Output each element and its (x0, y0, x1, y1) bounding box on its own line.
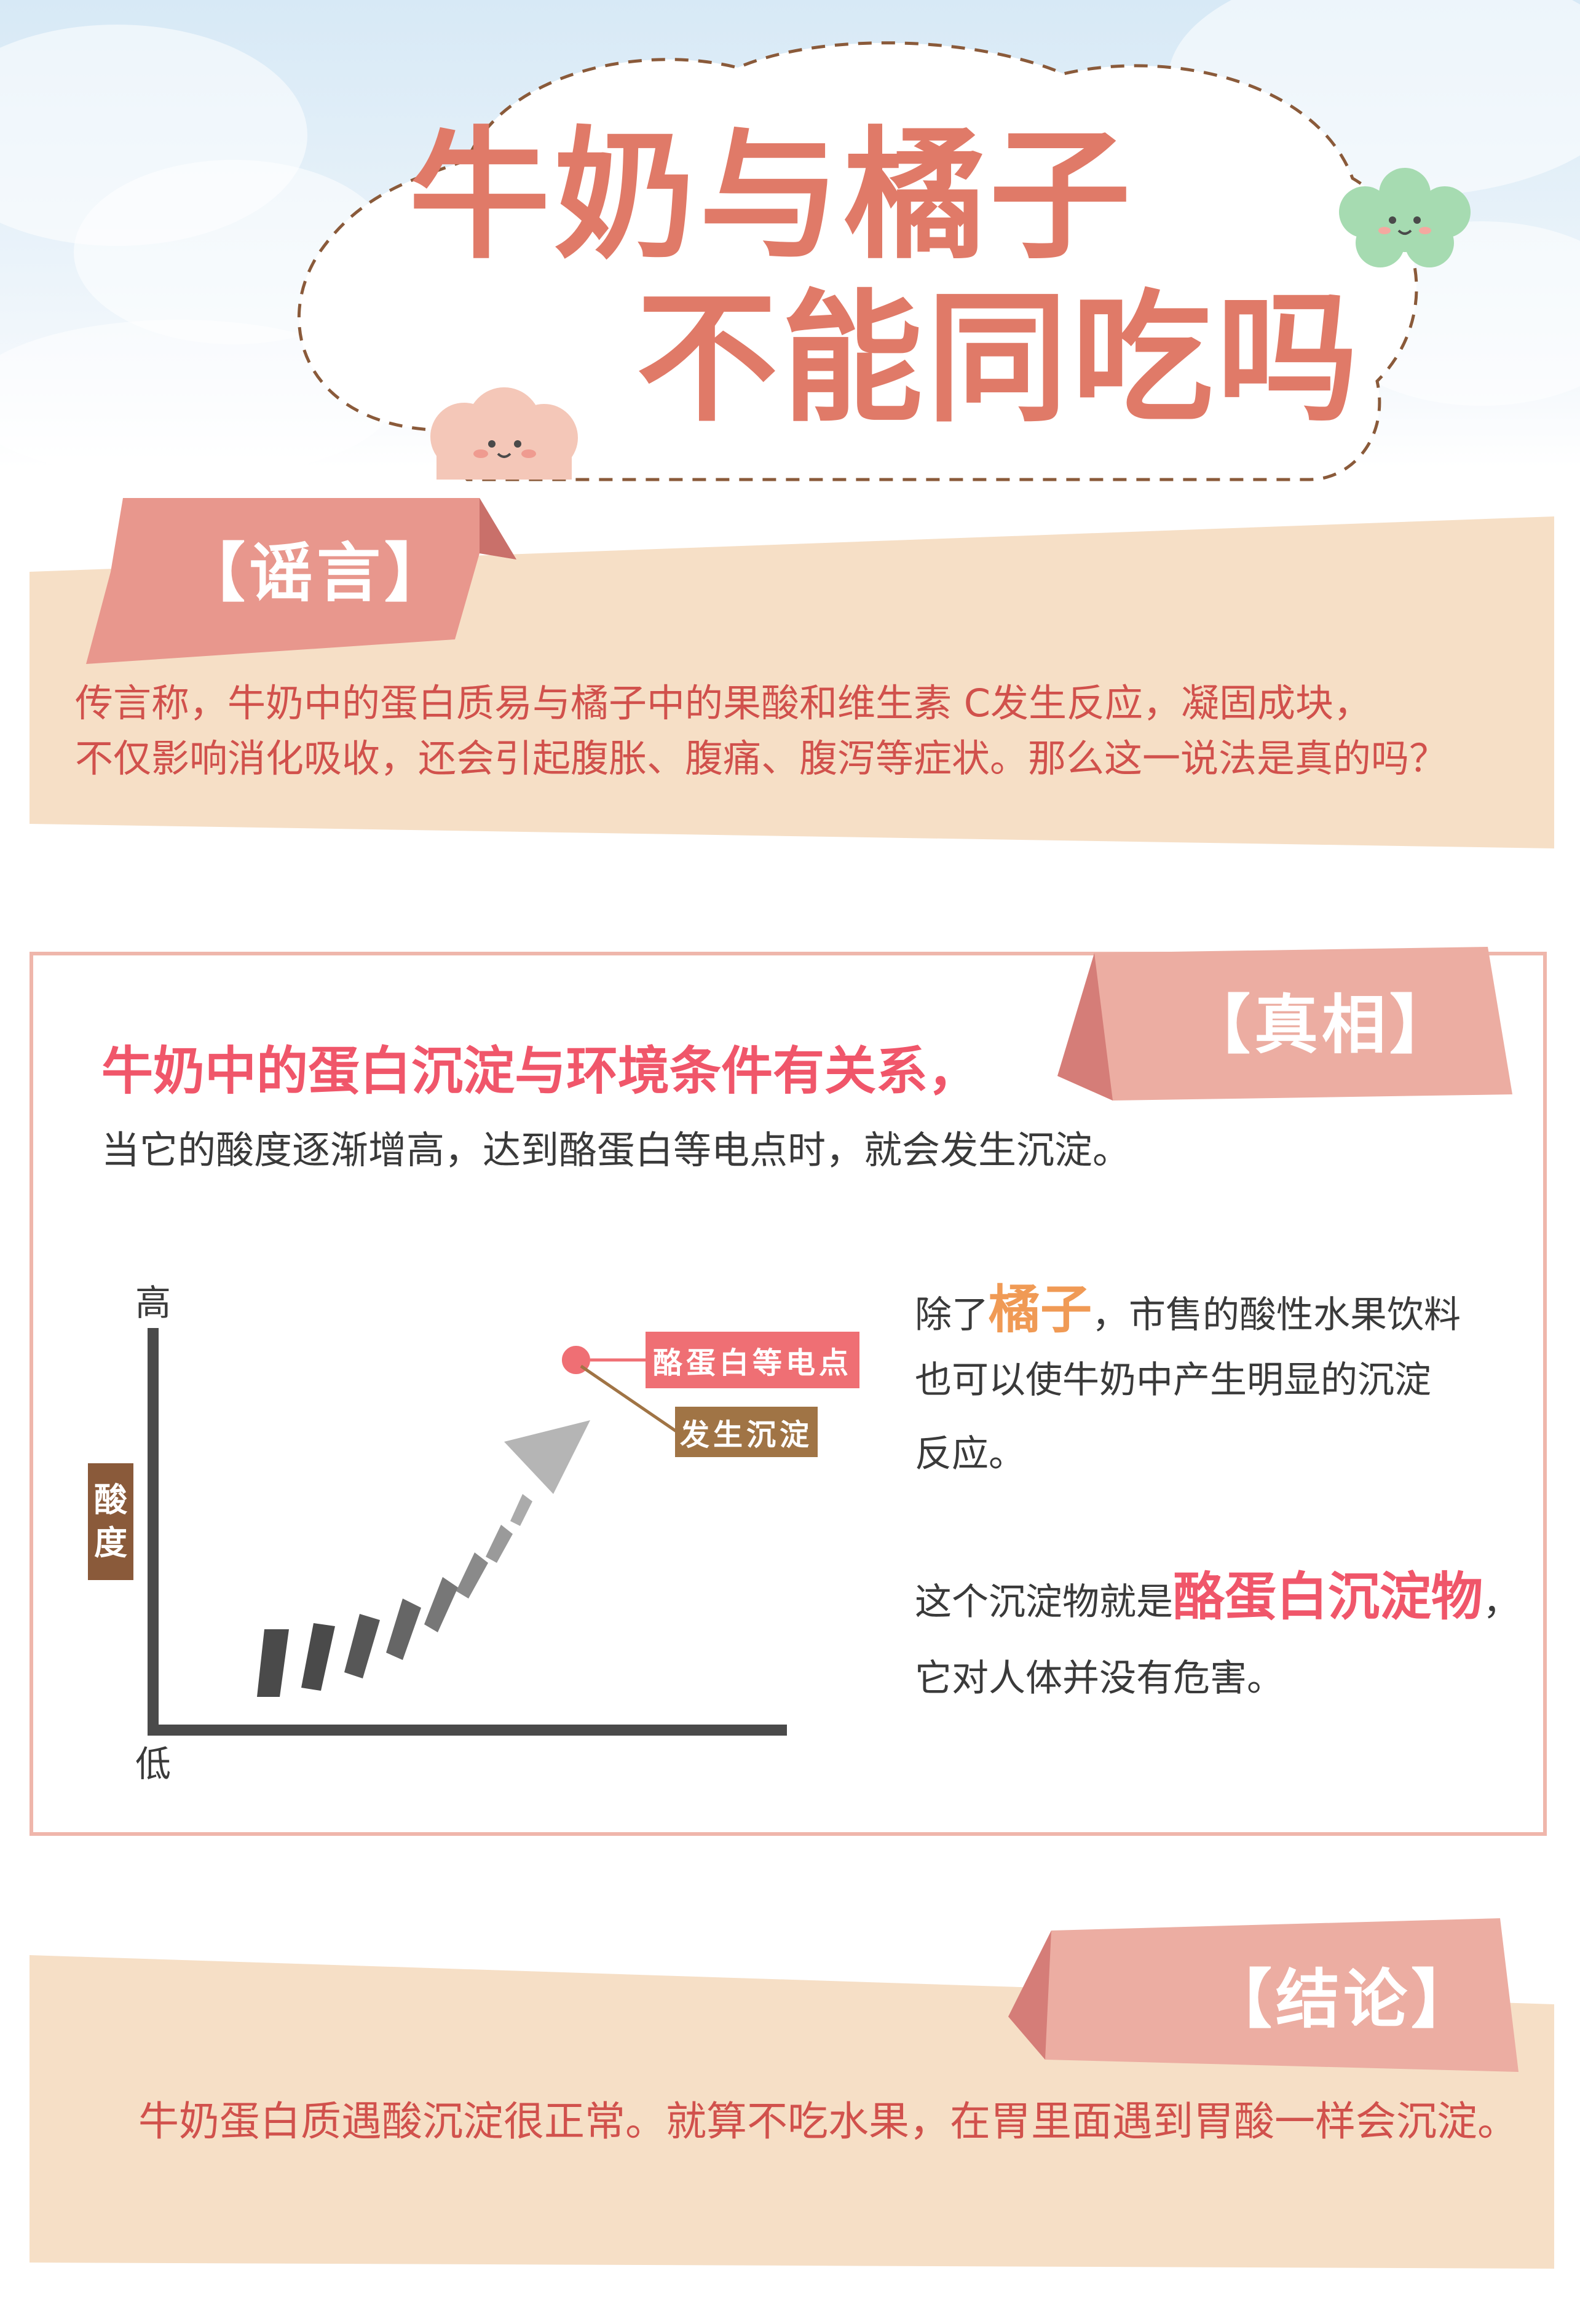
title-cloud (297, 41, 1418, 481)
truth-tag: 【真相】 (1187, 987, 1458, 1062)
y-axis (148, 1328, 159, 1734)
truth-subline: 当它的酸度逐渐增高，达到酪蛋白等电点时，就会发生沉淀。 (101, 1128, 1131, 1172)
acidity-diagram (148, 1328, 787, 1736)
truth-frame (30, 952, 1547, 1836)
pink-cloud-icon (430, 387, 578, 480)
callout-precipitate: 发生沉淀 (675, 1407, 818, 1457)
rising-arrow (257, 1420, 590, 1697)
title-line-1: 牛奶与橘子 (409, 114, 1135, 279)
side-p2-line1: 这个沉淀物就是酪蛋白沉淀物， (915, 1567, 1520, 1627)
rumor-line-2: 不仅影响消化吸收，还会引起腹胀、腹痛、腹泻等症状。那么这一说法是真的吗？ (75, 736, 1448, 781)
callout-isoelectric-point: 酪蛋白等电点 (646, 1332, 859, 1388)
green-flower-icon (1339, 168, 1471, 267)
rumor-line-1: 传言称，牛奶中的蛋白质易与橘子中的果酸和维生素 C发生反应，凝固成块， (75, 681, 1372, 725)
axis-low-label: 低 (135, 1743, 172, 1785)
side-p1-line1: 除了橘子，市售的酸性水果饮料 (915, 1279, 1461, 1340)
truth-headline: 牛奶中的蛋白沉淀与环境条件有关系， (101, 1041, 980, 1101)
side-p1-line2: 也可以使牛奶中产生明显的沉淀 (915, 1359, 1431, 1402)
highlight-orange: 橘子 (989, 1279, 1092, 1340)
rumor-tag: 【谣言】 (181, 536, 452, 611)
x-axis (148, 1725, 787, 1736)
side-p1-line3: 反应。 (915, 1433, 1025, 1476)
axis-high-label: 高 (135, 1282, 172, 1324)
conclusion-tag: 【结论】 (1208, 1962, 1479, 2037)
arrow-head (504, 1420, 590, 1494)
truth-tag-ribbon (1057, 947, 1512, 1101)
conclusion-tag-ribbon (1008, 1918, 1519, 2072)
axis-acidity-label: 酸 度 (88, 1463, 133, 1580)
highlight-pink: 酪蛋白沉淀物 (1173, 1567, 1483, 1627)
conclusion-text: 牛奶蛋白质遇酸沉淀很正常。就算不吃水果，在胃里面遇到胃酸一样会沉淀。 (138, 2098, 1518, 2145)
title-line-2: 不能同吃吗 (636, 277, 1362, 441)
rumor-tag-ribbon (86, 498, 516, 664)
side-p2-line2: 它对人体并没有危害。 (915, 1657, 1284, 1700)
